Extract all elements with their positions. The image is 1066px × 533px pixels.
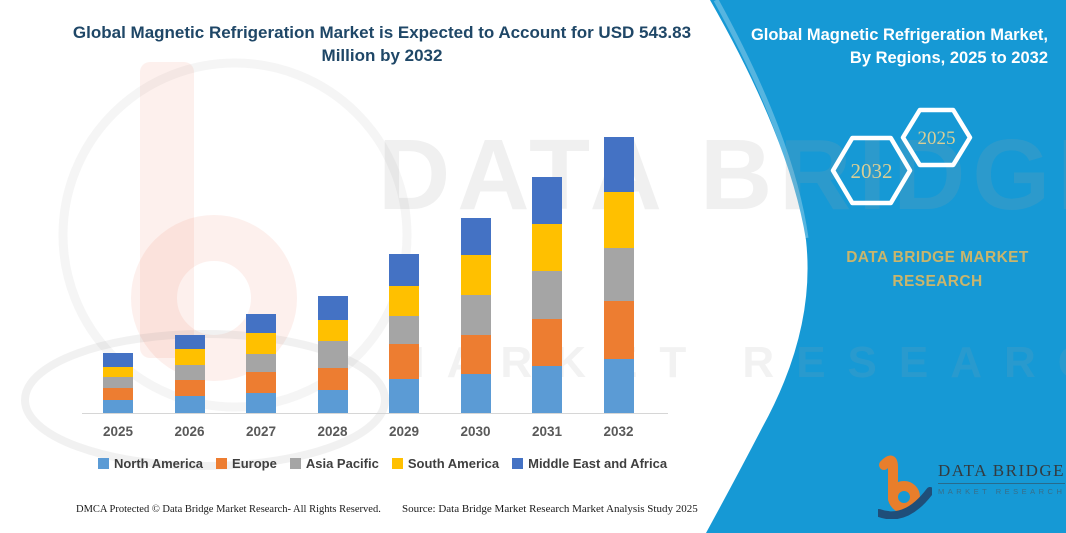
- bar-segment-europe-2028: [317, 368, 348, 391]
- bar-segment-asia-pacific-2026: [174, 364, 205, 381]
- bar-segment-north-america-2027: [246, 393, 276, 413]
- logo-subtitle: MARKET RESEARCH: [938, 487, 1066, 496]
- bar-2025: [103, 353, 133, 413]
- legend-label-south-america: South America: [407, 456, 500, 471]
- data-bridge-logo: DATA BRIDGE MARKET RESEARCH: [878, 447, 1066, 527]
- hexagon-2025: [900, 107, 973, 168]
- brand-text: DATA BRIDGE MARKET RESEARCH: [840, 246, 1035, 294]
- legend-label-north-america: North America: [113, 456, 204, 471]
- bar-segment-europe-2029: [389, 344, 419, 379]
- bar-segment-south-america-2032: [603, 191, 634, 248]
- bar-segment-middle-east-and-africa-2027: [246, 314, 276, 333]
- bar-segment-north-america-2029: [389, 379, 419, 413]
- chart-legend: North America Europe Asia Pacific South Ame…: [60, 456, 705, 471]
- bar-segment-north-america-2030: [460, 373, 491, 413]
- bar-segment-south-america-2028: [317, 319, 348, 341]
- x-axis-label-2026: 2026: [174, 424, 205, 439]
- bar-segment-europe-2030: [460, 334, 491, 374]
- logo-name: DATA BRIDGE: [938, 461, 1066, 484]
- bar-segment-north-america-2025: [103, 399, 133, 413]
- bar-segment-south-america-2031: [532, 223, 562, 271]
- legend-item-europe: Europe: [216, 456, 277, 471]
- legend-item-south-america: South America: [391, 456, 500, 471]
- x-axis-label-2031: 2031: [531, 424, 563, 439]
- legend-marker-europe: [216, 458, 228, 469]
- legend-marker-north-america: [97, 458, 109, 469]
- legend-item-asia-pacific: Asia Pacific: [289, 456, 379, 471]
- x-axis-line: [82, 413, 668, 414]
- bar-2028: [317, 295, 348, 413]
- bar-segment-south-america-2030: [460, 254, 491, 295]
- x-axis-label-2029: 2029: [388, 424, 420, 439]
- bar-segment-middle-east-and-africa-2031: [532, 176, 562, 224]
- legend-label-europe: Europe: [232, 456, 277, 471]
- bar-2029: [389, 254, 419, 413]
- bar-segment-middle-east-and-africa-2028: [317, 295, 348, 320]
- legend-label-middle-east-and-africa: Middle East and Africa: [528, 456, 668, 471]
- bar-segment-middle-east-and-africa-2030: [460, 217, 491, 255]
- bar-segment-north-america-2026: [174, 396, 205, 413]
- x-axis-label-2027: 2027: [245, 424, 277, 439]
- bar-segment-asia-pacific-2027: [246, 353, 276, 373]
- hexagon-2032: [830, 135, 913, 206]
- brand-text-line2: RESEARCH: [892, 273, 983, 291]
- hexagon-2025-label: 2025: [918, 128, 956, 149]
- bar-segment-north-america-2031: [532, 365, 562, 413]
- legend-item-north-america: North America: [97, 456, 204, 471]
- legend-label-asia-pacific: Asia Pacific: [305, 456, 379, 471]
- bar-2030: [460, 217, 491, 413]
- x-axis-label-2025: 2025: [102, 424, 134, 439]
- bar-segment-asia-pacific-2028: [317, 340, 348, 369]
- bar-segment-europe-2025: [103, 387, 133, 400]
- footer-dmca-text: DMCA Protected © Data Bridge Market Rese…: [76, 504, 381, 515]
- side-panel-heading: Global Magnetic Refrigeration Market, By…: [708, 24, 1048, 70]
- bar-segment-asia-pacific-2032: [603, 247, 634, 302]
- bar-segment-asia-pacific-2029: [389, 316, 419, 344]
- bar-2032: [603, 137, 634, 413]
- bar-segment-asia-pacific-2025: [103, 377, 133, 388]
- hexagon-2032-label: 2032: [851, 159, 893, 183]
- bar-segment-middle-east-and-africa-2032: [603, 137, 634, 192]
- blue-panel-shape: [706, 0, 1066, 533]
- bar-segment-europe-2031: [532, 318, 562, 366]
- x-axis-label-2030: 2030: [460, 424, 491, 439]
- year-hexagons: 2032 2025: [830, 107, 973, 206]
- bar-segment-south-america-2025: [103, 367, 133, 378]
- bar-segment-europe-2032: [603, 301, 634, 360]
- bar-segment-middle-east-and-africa-2025: [103, 353, 133, 368]
- bar-segment-south-america-2027: [246, 332, 276, 354]
- bar-segment-middle-east-and-africa-2029: [389, 254, 419, 287]
- panel-edge-highlight: [713, 0, 809, 239]
- legend-marker-asia-pacific: [289, 458, 301, 469]
- bar-segment-south-america-2029: [389, 286, 419, 317]
- bar-2031: [532, 176, 562, 413]
- legend-marker-south-america: [391, 458, 403, 469]
- x-axis-label-2032: 2032: [603, 424, 634, 439]
- bar-segment-south-america-2026: [174, 349, 205, 365]
- side-panel-heading-line1: Global Magnetic Refrigeration Market,: [750, 26, 1048, 44]
- bar-segment-asia-pacific-2030: [460, 294, 491, 335]
- bar-segment-europe-2026: [174, 380, 205, 397]
- bar-segment-middle-east-and-africa-2026: [174, 335, 205, 350]
- bar-2026: [174, 335, 205, 413]
- brand-text-line1: DATA BRIDGE MARKET: [846, 249, 1029, 266]
- bar-segment-europe-2027: [246, 372, 276, 394]
- bar-2027: [246, 314, 276, 413]
- legend-marker-middle-east-and-africa: [512, 458, 524, 469]
- footer-source-text: Source: Data Bridge Market Research Mark…: [402, 503, 698, 515]
- bar-segment-north-america-2032: [603, 359, 634, 413]
- bar-segment-asia-pacific-2031: [532, 270, 562, 319]
- data-bridge-logo-icon: [878, 455, 932, 519]
- logo-text-block: DATA BRIDGE MARKET RESEARCH: [938, 447, 1066, 496]
- chart-title: Global Magnetic Refrigeration Market is …: [72, 23, 692, 65]
- side-panel-heading-line2: By Regions, 2025 to 2032: [849, 49, 1048, 68]
- legend-item-middle-east-and-africa: Middle East and Africa: [512, 456, 667, 471]
- x-axis-label-2028: 2028: [317, 424, 348, 439]
- bar-segment-north-america-2028: [317, 390, 348, 413]
